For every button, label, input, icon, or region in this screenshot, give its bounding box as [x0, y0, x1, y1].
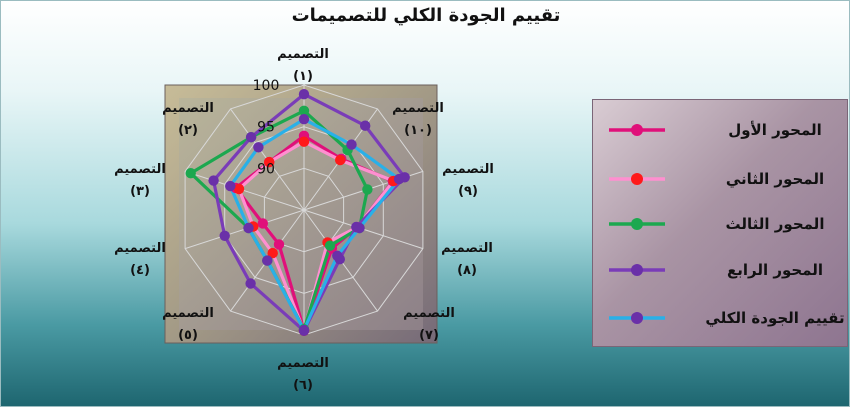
series-4-point-4 [332, 250, 343, 261]
series-1-point-9 [264, 156, 275, 168]
series-2-point-4 [324, 240, 336, 251]
series-1-point-0 [298, 136, 310, 147]
category-number-0: (١) [293, 69, 313, 84]
category-label-2: التصميم [442, 162, 494, 177]
series-4-point-2 [393, 173, 405, 185]
legend-label-2: المحور الثالث [726, 215, 825, 233]
series-1-point-1 [335, 154, 346, 166]
grid-spoke-8 [184, 170, 305, 211]
category-label-9: التصميم [162, 101, 214, 116]
legend-label-0: المحور الأول [728, 121, 822, 139]
category-label-0: التصميم [277, 47, 329, 62]
category-number-5: (٦) [293, 378, 313, 393]
series-3-point-8 [208, 175, 219, 186]
radar-category-labels: التصميم (١) التصميم (١٠) التصميم (٩) التصميم (٨… [114, 47, 494, 393]
category-label-3: التصميم [441, 241, 493, 256]
series-2-point-2 [362, 184, 373, 195]
series-4-point-9 [253, 142, 264, 153]
legend-marker-4 [631, 312, 643, 324]
category-number-8: (٣) [130, 184, 150, 199]
category-label-4: التصميم [403, 306, 455, 321]
series-2-point-0 [298, 105, 310, 117]
category-label-6: التصميم [162, 306, 214, 321]
series-3-point-7 [219, 230, 230, 241]
category-label-7: التصميم [114, 241, 166, 256]
series-3-point-6 [245, 278, 256, 289]
series-4-point-6 [262, 255, 273, 266]
series-4-point-8 [225, 180, 236, 192]
series-4-point-5 [298, 324, 310, 336]
series-0-point-7 [257, 218, 268, 229]
chart-title: تقييم الجودة الكلي للتصميمات [291, 5, 561, 26]
legend-marker-3 [631, 264, 643, 276]
series-2-point-8 [185, 168, 196, 179]
legend: المحور الأول المحور الثاني المحور الثالث ال… [592, 99, 848, 347]
radar-ticks: 90 95 100 [253, 78, 280, 177]
legend-label-4: تقييم الجودة الكلي [705, 309, 844, 327]
series-1-point-8 [233, 183, 245, 195]
category-number-7: (٤) [130, 263, 150, 278]
category-number-9: (٢) [178, 123, 198, 138]
series-4-point-0 [298, 114, 310, 125]
series-4-point-7 [243, 222, 254, 234]
series-4-point-3 [354, 222, 365, 234]
tick-label-2: 100 [253, 78, 280, 94]
category-number-4: (٧) [419, 328, 439, 343]
series-3-point-1 [360, 120, 371, 131]
legend-marker-2 [631, 218, 643, 230]
category-label-8: التصميم [114, 162, 166, 177]
series-3-point-9 [245, 132, 257, 143]
series-4-point-1 [346, 139, 357, 150]
category-number-2: (٩) [458, 184, 478, 199]
category-label-1: التصميم [392, 101, 444, 116]
series-3-point-0 [298, 89, 310, 100]
legend-label-3: المحور الرابع [727, 261, 823, 279]
tick-label-1: 95 [257, 120, 275, 136]
legend-label-1: المحور الثاني [726, 170, 824, 188]
legend-marker-0 [631, 124, 643, 136]
tick-label-0: 90 [257, 161, 275, 177]
category-number-1: (١٠) [404, 123, 432, 138]
legend-marker-1 [631, 173, 643, 185]
radar-markers [185, 89, 410, 336]
category-number-3: (٨) [457, 263, 477, 278]
category-number-6: (٥) [178, 328, 198, 343]
series-1-point-6 [267, 247, 278, 259]
series-0-point-6 [273, 239, 285, 250]
category-label-5: التصميم [277, 356, 329, 371]
